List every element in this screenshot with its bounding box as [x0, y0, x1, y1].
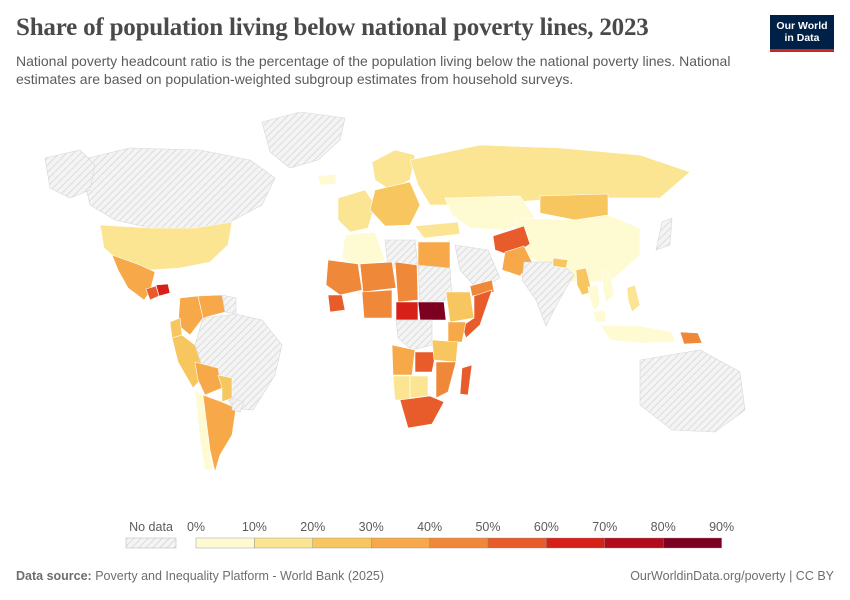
legend-no-data-label: No data [129, 520, 173, 534]
region-greenland[interactable] [261, 111, 346, 169]
region-central-african-republic[interactable] [395, 301, 419, 321]
region-vietnam[interactable] [601, 269, 615, 304]
region-madagascar[interactable] [459, 364, 473, 396]
region-kazakhstan[interactable] [444, 195, 536, 231]
region-uruguay[interactable] [231, 397, 245, 413]
legend-bin-7[interactable] [604, 537, 664, 549]
legend-tick-label: 70% [592, 520, 617, 534]
footer: Data source: Poverty and Inequality Plat… [16, 569, 834, 583]
legend-tick-label: 0% [187, 520, 205, 534]
legend-tick-label: 50% [475, 520, 500, 534]
region-chad[interactable] [394, 261, 419, 303]
region-eastern-europe[interactable] [369, 181, 421, 227]
logo-line-1: Our World [776, 20, 828, 32]
legend-tick-label: 60% [534, 520, 559, 534]
region-mongolia[interactable] [539, 193, 609, 221]
region-sierra-leone[interactable] [327, 294, 346, 313]
region-bolivia[interactable] [194, 361, 223, 396]
legend-bin-4[interactable] [429, 537, 489, 549]
region-mexico[interactable] [111, 254, 156, 301]
chart-title: Share of population living below nationa… [16, 14, 649, 41]
region-somalia[interactable] [461, 289, 493, 339]
region-iceland[interactable] [317, 173, 337, 186]
legend-tick-label: 40% [417, 520, 442, 534]
region-south-africa[interactable] [399, 395, 445, 429]
region-nepal[interactable] [552, 257, 569, 269]
region-dr-congo[interactable] [395, 319, 433, 351]
region-tanzania[interactable] [431, 339, 459, 363]
region-mozambique[interactable] [435, 361, 457, 399]
region-ecuador[interactable] [169, 317, 183, 339]
legend-bin-3[interactable] [371, 537, 430, 549]
color-legend: No data 0% 10% 20% 30% 40% 50% 60% 70% 80% 90% [125, 520, 734, 549]
region-argentina[interactable] [202, 394, 237, 474]
region-venezuela[interactable] [197, 294, 226, 319]
legend-bin-2[interactable] [312, 537, 372, 549]
legend-tick-label: 90% [709, 520, 734, 534]
region-paraguay[interactable] [217, 374, 233, 403]
region-canada[interactable] [79, 147, 276, 229]
region-malaysia[interactable] [592, 309, 607, 323]
chart-subtitle: National poverty headcount ratio is the … [16, 53, 731, 87]
legend-tick-label: 20% [300, 520, 325, 534]
region-alaska[interactable] [44, 149, 96, 199]
legend-tick-label: 10% [242, 520, 267, 534]
region-ethiopia[interactable] [445, 291, 475, 323]
legend-bin-0[interactable] [195, 537, 255, 549]
legend-tick-label: 30% [359, 520, 384, 534]
region-kenya[interactable] [447, 321, 467, 343]
footer-url[interactable]: OurWorldinData.org/poverty | CC BY [630, 569, 834, 583]
region-japan[interactable] [655, 217, 673, 251]
region-botswana[interactable] [409, 375, 429, 399]
region-mali[interactable] [325, 259, 363, 296]
data-source-label: Data source: [16, 569, 92, 583]
data-source: Data source: Poverty and Inequality Plat… [16, 569, 384, 583]
region-western-europe[interactable] [337, 189, 376, 233]
region-australia[interactable] [639, 349, 746, 433]
region-russia[interactable] [409, 144, 691, 206]
data-source-link[interactable]: Poverty and Inequality Platform - World … [95, 569, 385, 583]
region-namibia[interactable] [392, 375, 411, 401]
region-honduras[interactable] [155, 283, 171, 297]
logo-line-2: in Data [784, 32, 820, 44]
region-scandinavia[interactable] [371, 149, 416, 191]
legend-tick-label: 80% [651, 520, 676, 534]
region-thailand[interactable] [587, 284, 601, 311]
region-niger[interactable] [359, 261, 397, 293]
region-nigeria[interactable] [361, 289, 393, 319]
region-philippines[interactable] [626, 284, 641, 313]
region-south-sudan[interactable] [417, 301, 447, 321]
legend-bin-6[interactable] [546, 537, 606, 549]
region-turkey[interactable] [414, 221, 461, 239]
legend-bin-1[interactable] [254, 537, 313, 549]
region-saudi-arabia[interactable] [454, 244, 501, 291]
legend-no-data-swatch [125, 537, 177, 549]
region-zambia[interactable] [414, 351, 437, 373]
region-angola[interactable] [391, 344, 416, 376]
owid-logo[interactable]: Our World in Data [770, 15, 834, 52]
region-papua-new-guinea[interactable] [679, 331, 703, 345]
region-indonesia[interactable] [599, 324, 676, 344]
world-map [44, 111, 746, 474]
region-india[interactable] [521, 261, 575, 327]
region-brazil[interactable] [194, 313, 283, 411]
legend-bin-5[interactable] [487, 537, 547, 549]
legend-bin-8[interactable] [663, 537, 722, 549]
